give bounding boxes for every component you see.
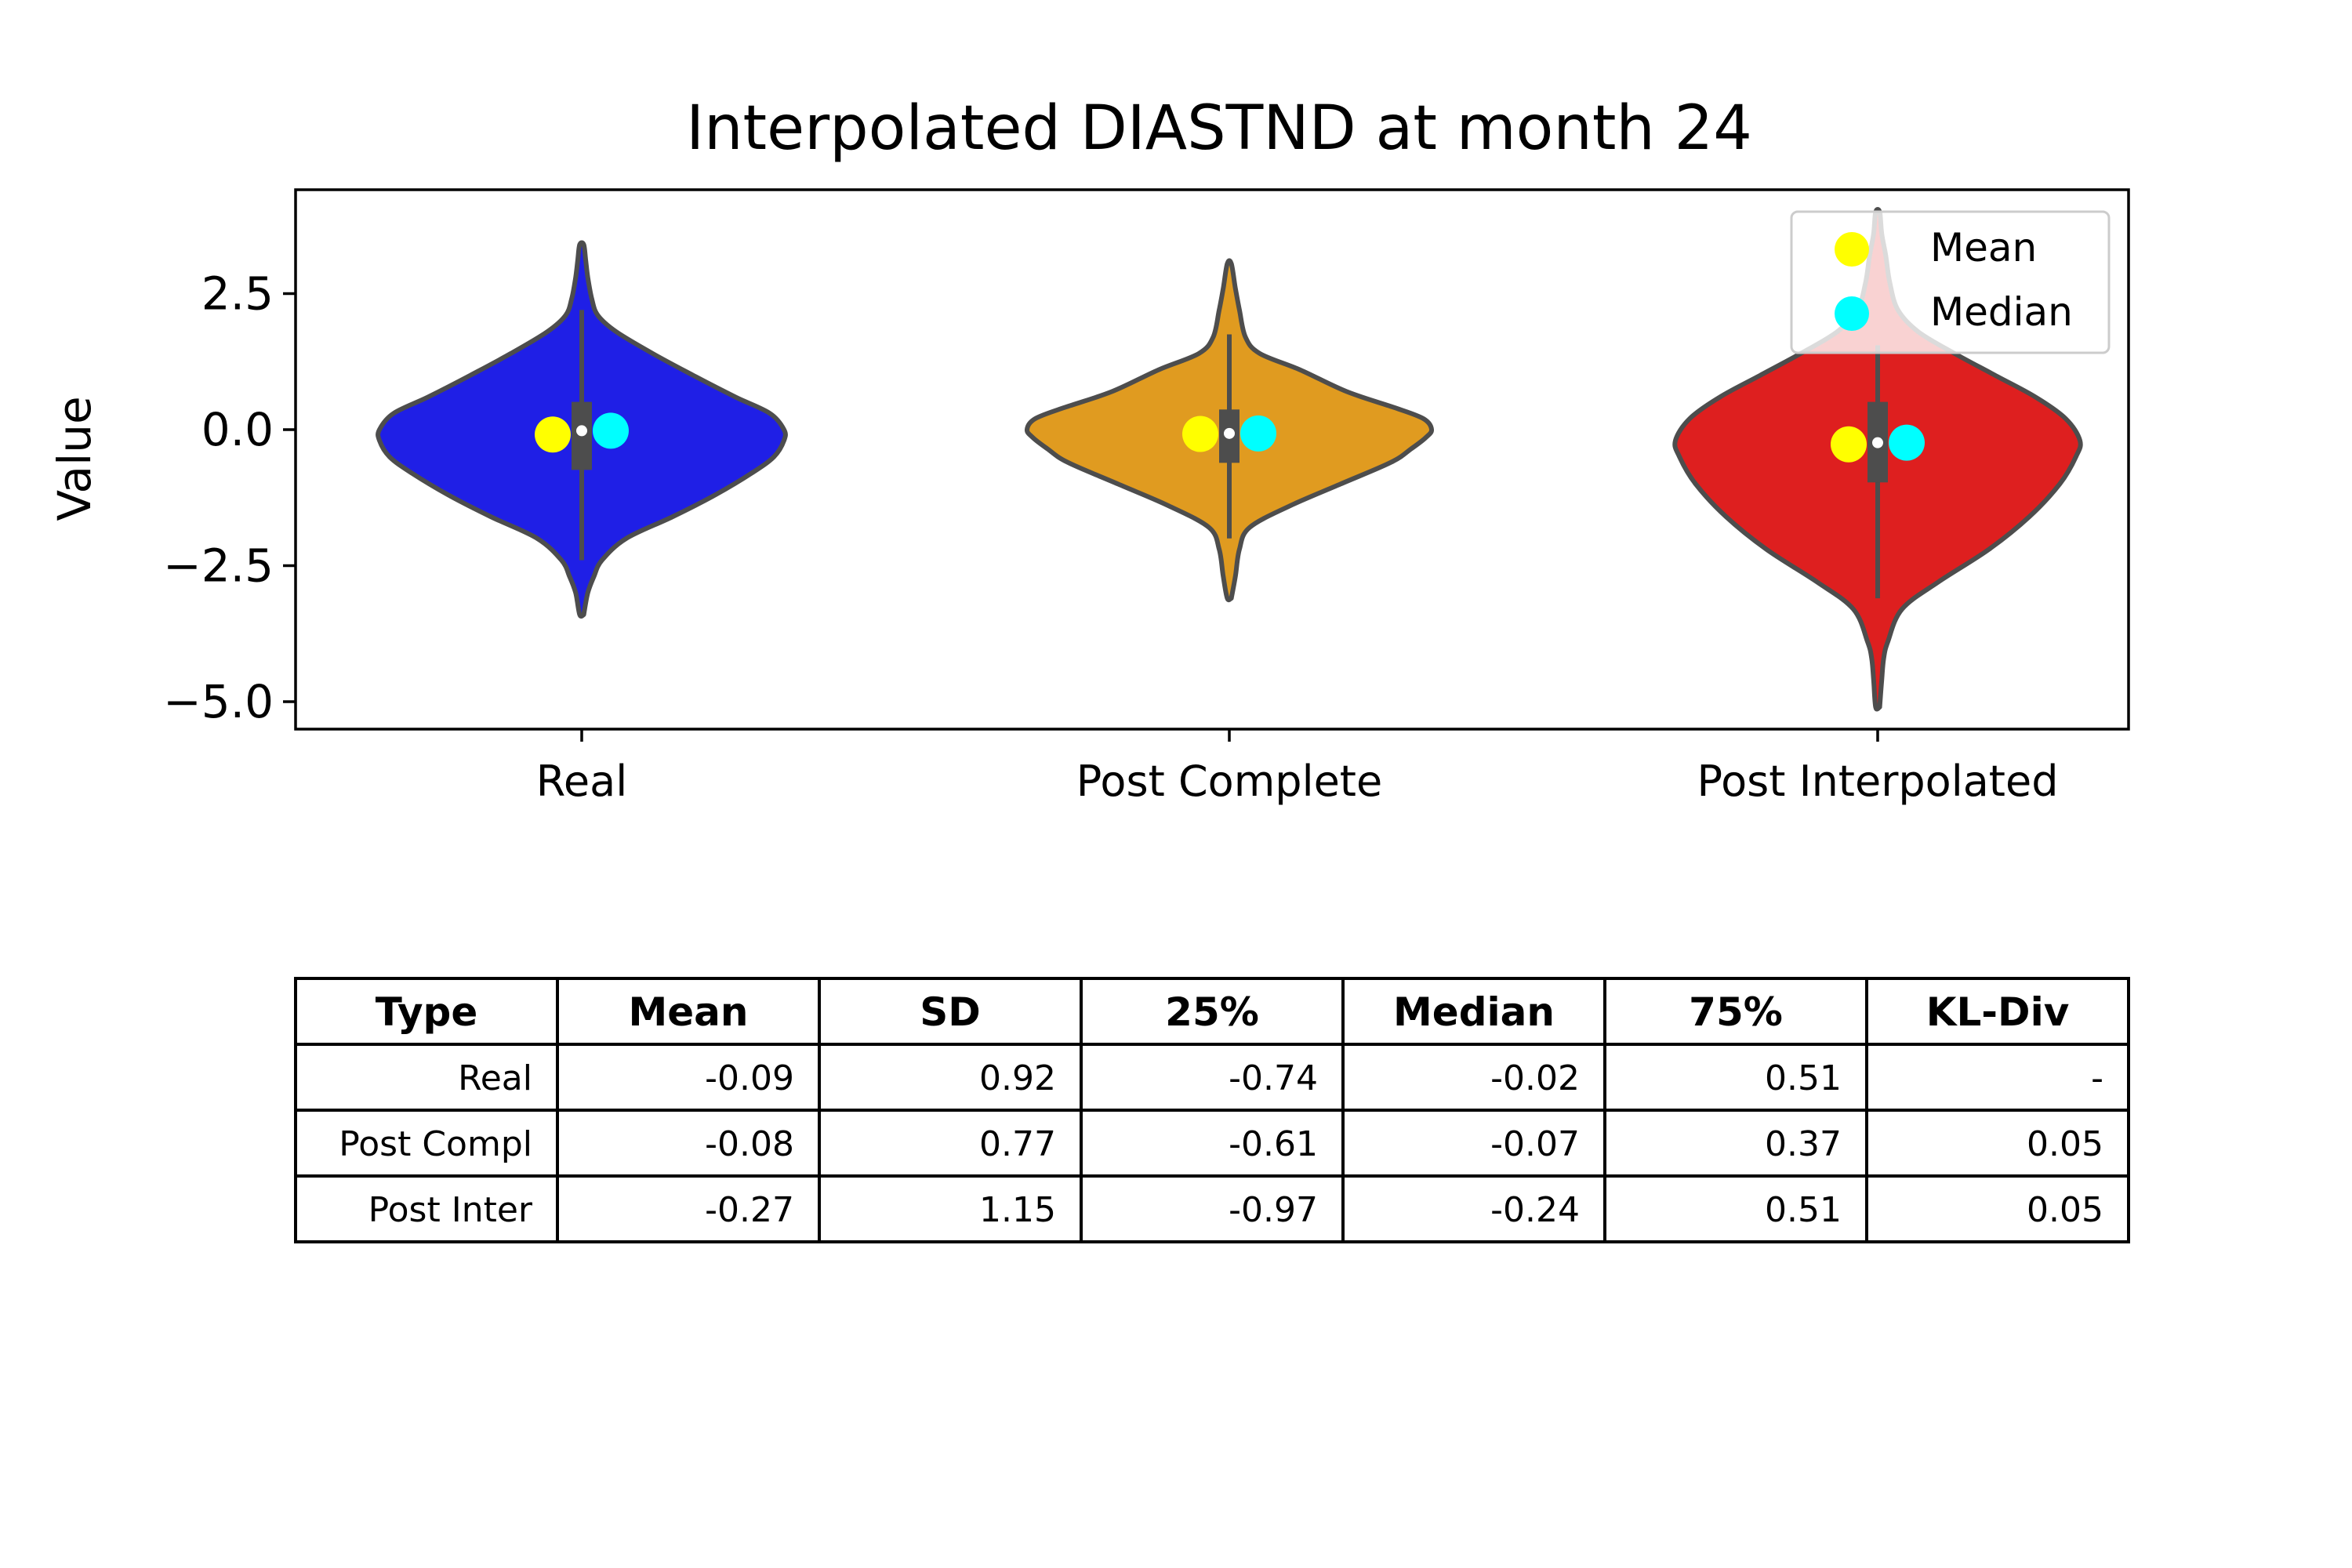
y-tick-label: 0.0 [201,403,274,456]
table-cell: - [2091,1058,2103,1098]
table-header-cell: Median [1393,989,1555,1035]
table-cell: -0.74 [1229,1058,1318,1098]
median-dot [1872,437,1883,448]
table-cell: 0.05 [2027,1190,2103,1230]
table-header-cell: 75% [1689,989,1783,1035]
table-cell: 0.77 [979,1124,1056,1164]
mean-marker [535,416,571,453]
table-header-cell: Mean [628,989,748,1035]
table-cell: -0.61 [1229,1124,1318,1164]
table-cell: -0.08 [705,1124,794,1164]
table-cell: 0.51 [1765,1190,1842,1230]
y-tick-label: −2.5 [163,539,274,593]
median-dot [1224,427,1235,439]
table-cell: -0.09 [705,1058,794,1098]
median-marker [1889,424,1925,461]
marker-group [535,412,1925,463]
table-cell: 0.92 [979,1058,1056,1098]
chart-title: Interpolated DIASTND at month 24 [686,93,1752,164]
y-tick-label: −5.0 [163,675,274,728]
table-cell: 0.51 [1765,1058,1842,1098]
table-cell: Post Compl [339,1124,532,1164]
mean-marker [1182,416,1218,452]
x-tick-label: Post Complete [1076,757,1382,806]
y-axis: 2.5 0.0 −2.5 −5.0 [163,267,296,728]
mean-marker [1831,426,1867,463]
table-header-cell: KL-Div [1926,989,2070,1035]
stats-table: Type Mean SD 25% Median 75% KL-Div Real -0.09 0.9… [294,977,2130,1243]
y-tick-label: 2.5 [201,267,274,321]
table-cell: -0.07 [1490,1124,1580,1164]
boxplot-group [572,310,1888,599]
table-cell: -0.97 [1229,1190,1318,1230]
table-header-cell: SD [920,989,981,1035]
legend-mean-label: Mean [1930,225,2037,270]
x-axis: Real Post Complete Post Interpolated [536,729,2059,806]
table-cell: 0.37 [1765,1124,1842,1164]
median-marker [593,412,629,449]
table-cell: -0.24 [1490,1190,1580,1230]
table-cell: 0.05 [2027,1124,2103,1164]
table-header-cell: Type [376,989,477,1035]
y-axis-label: Value [48,396,101,521]
table-cell: Post Inter [368,1190,533,1230]
legend-mean-marker [1835,232,1869,267]
median-dot [576,425,587,437]
table-cell: -0.27 [705,1190,794,1230]
table-cell: 1.15 [979,1190,1056,1230]
plot-frame [294,188,2130,731]
legend-frame [1790,210,2111,354]
table-cell: Real [458,1058,532,1098]
x-tick-label: Real [536,757,627,806]
legend: Mean Median [1790,210,2111,354]
x-tick-label: Post Interpolated [1697,757,2059,806]
median-marker [1240,415,1276,452]
legend-median-label: Median [1930,289,2073,335]
table-cell: -0.02 [1490,1058,1580,1098]
legend-median-marker [1835,296,1869,331]
table-header-cell: 25% [1165,989,1259,1035]
